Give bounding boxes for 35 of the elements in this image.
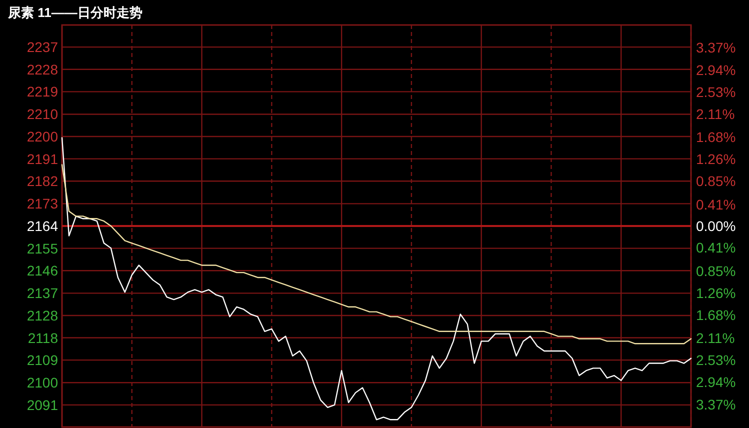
y-tick-label: 2173 <box>26 196 58 212</box>
y-tick-label: 2100 <box>26 374 58 391</box>
chart-title: 尿素 11——日分时走势 <box>7 5 142 20</box>
y-tick-label: 2237 <box>26 39 58 56</box>
y2-tick-label: 3.37% <box>696 396 736 413</box>
y2-tick-label: 1.26% <box>696 284 736 301</box>
y-tick-label: 2155 <box>26 240 58 256</box>
y-tick-label: 2109 <box>26 352 58 368</box>
y2-tick-label: 0.00% <box>696 218 736 234</box>
y2-tick-label: 2.53% <box>696 84 736 100</box>
y-tick-label: 2182 <box>26 173 58 190</box>
y2-tick-label: 1.68% <box>696 307 736 324</box>
y-tick-label: 2219 <box>26 84 58 100</box>
y2-tick-label: 2.94% <box>696 374 736 390</box>
y-tick-label: 2128 <box>26 307 58 324</box>
y2-tick-label: 0.41% <box>696 240 736 256</box>
y2-tick-label: 3.37% <box>696 39 736 56</box>
y-tick-label: 2164 <box>26 218 58 234</box>
y-tick-label: 2118 <box>28 330 58 346</box>
y2-tick-label: 2.11% <box>696 106 735 122</box>
y-tick-label: 2091 <box>26 396 58 413</box>
y-tick-label: 2210 <box>26 106 58 122</box>
y-tick-label: 2200 <box>26 128 58 145</box>
y-tick-label: 2191 <box>26 150 58 167</box>
y-tick-label: 2137 <box>26 285 58 302</box>
y2-tick-label: 0.41% <box>696 196 736 212</box>
y2-tick-label: 2.11% <box>696 330 735 346</box>
y2-tick-label: 2.94% <box>696 62 736 78</box>
y2-tick-label: 0.85% <box>696 263 736 280</box>
y-tick-label: 2228 <box>26 61 58 78</box>
y2-tick-label: 1.68% <box>696 128 736 145</box>
y2-tick-label: 1.26% <box>696 151 736 168</box>
y2-tick-label: 2.53% <box>696 352 736 368</box>
y-tick-label: 2146 <box>26 262 58 279</box>
y2-tick-label: 0.85% <box>696 172 736 189</box>
